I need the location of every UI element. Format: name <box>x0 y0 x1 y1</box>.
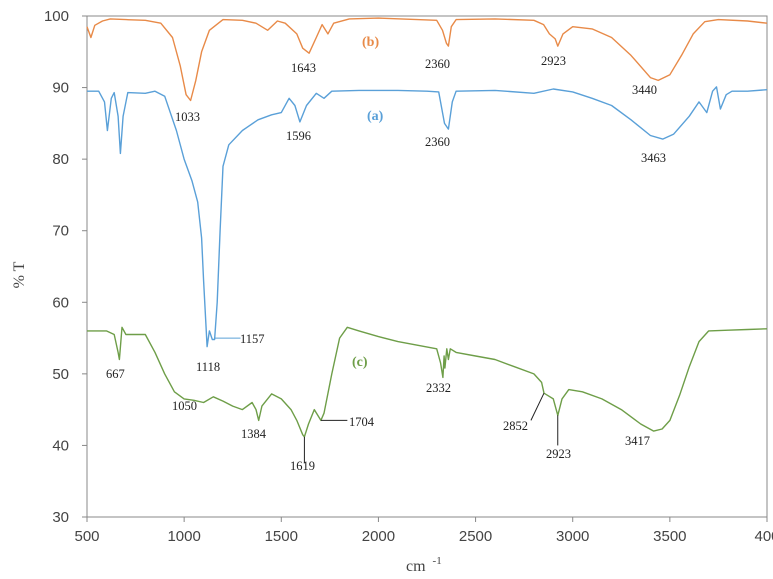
x-tick-label: 1500 <box>265 528 298 545</box>
series-layer <box>86 17 768 464</box>
y-tick-label: 70 <box>52 223 69 240</box>
series-line-a <box>87 86 768 348</box>
peak-label: 2852 <box>503 419 528 433</box>
y-tick-label: 30 <box>52 509 69 526</box>
peak-label: 1704 <box>349 415 375 429</box>
peak-label: 2360 <box>425 57 450 71</box>
x-axis-title: cm -1 <box>406 555 442 575</box>
series-tag-c: (c) <box>352 355 368 370</box>
x-tick-label: 3000 <box>556 528 589 545</box>
peak-label: 3463 <box>641 151 666 165</box>
x-tick-label: 3500 <box>653 528 686 545</box>
y-tick-label: 80 <box>52 151 69 168</box>
peak-label: 3440 <box>632 83 657 97</box>
series-line-b <box>86 17 768 102</box>
peak-label: 1050 <box>172 399 197 413</box>
y-tick-label: 40 <box>52 437 69 454</box>
x-tick-label: 1000 <box>167 528 200 545</box>
series-tag-b: (b) <box>362 35 379 50</box>
peak-label: 667 <box>106 367 125 381</box>
peak-label: 2332 <box>426 381 451 395</box>
peak-label: 1384 <box>241 427 267 441</box>
peak-label: 1643 <box>291 61 316 75</box>
peak-label: 1118 <box>196 360 220 374</box>
peak-label: 3417 <box>625 434 650 448</box>
y-tick-label: 50 <box>52 366 69 383</box>
x-tick-label: 2000 <box>362 528 395 545</box>
x-tick-label: 400 <box>754 528 773 545</box>
plot-frame <box>86 15 768 518</box>
x-tick-label: 500 <box>74 528 99 545</box>
peak-label: 1619 <box>290 459 315 473</box>
peak-label: 1596 <box>286 129 311 143</box>
x-tick-label: 2500 <box>459 528 492 545</box>
y-tick-label: 60 <box>52 294 69 311</box>
y-tick-label: 90 <box>52 80 69 97</box>
labels-layer: (b) (a) (c) 1033 1643 2360 2923 3440 159… <box>11 35 666 575</box>
series-tag-a: (a) <box>367 109 384 124</box>
y-tick-label: 100 <box>44 8 69 25</box>
peak-label: 2360 <box>425 135 450 149</box>
y-axis-title: % T <box>11 261 28 288</box>
peak-label: 1157 <box>240 332 265 346</box>
peak-label: 2923 <box>546 447 571 461</box>
peak-label: 2923 <box>541 54 566 68</box>
series-line-c <box>87 326 768 438</box>
axes: 500 1000 1500 2000 2500 3000 3500 400 30 40 50 60 70… <box>44 8 773 545</box>
peak-label: 1033 <box>175 110 200 124</box>
peak-leader-line <box>530 392 545 421</box>
